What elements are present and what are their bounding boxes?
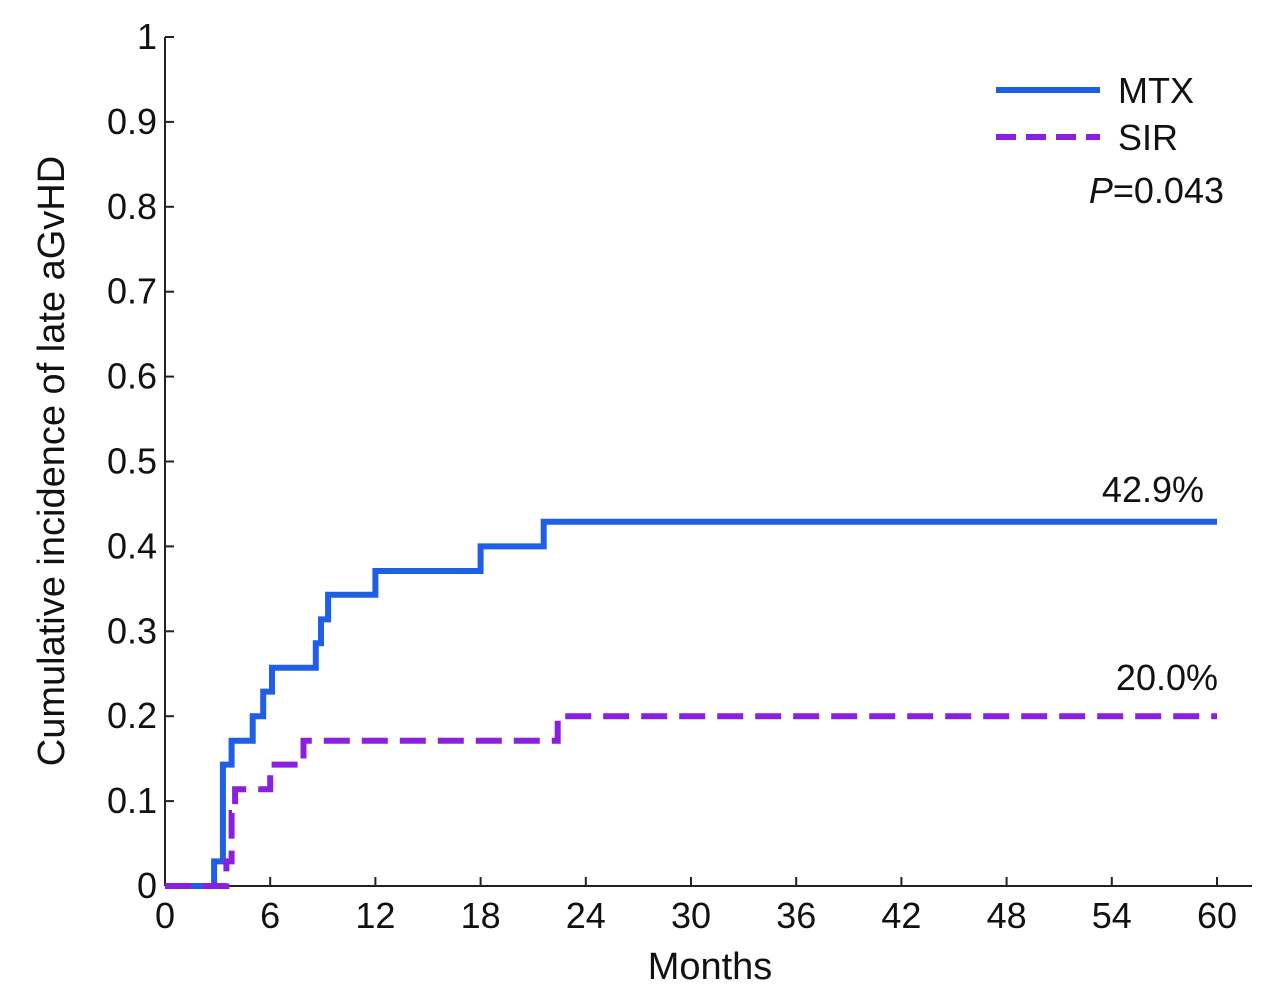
x-tick-label: 30 [671, 895, 711, 936]
x-tick-label: 60 [1197, 895, 1237, 936]
y-tick-label: 0.9 [107, 101, 157, 142]
sir-end-label: 20.0% [1116, 657, 1218, 698]
x-tick-label: 0 [155, 895, 175, 936]
y-tick-label: 0.5 [107, 441, 157, 482]
series-layer [165, 518, 1217, 889]
y-tick-label: 0.4 [107, 525, 157, 566]
series-line-sir [165, 713, 1217, 889]
plot-area: 0 6 12 18 24 30 36 42 48 54 60 0 0.1 0.2 0.3 0.4 0.5 0.6… [107, 16, 1252, 936]
x-tick-label: 36 [776, 895, 816, 936]
y-tick-label: 0.2 [107, 695, 157, 736]
legend-label-mtx: MTX [1118, 70, 1194, 111]
y-tick-label: 0.1 [107, 780, 157, 821]
legend-label-sir: SIR [1118, 117, 1178, 158]
y-axis-title: Cumulative incidence of late aGvHD [31, 156, 73, 766]
y-tick-label: 1 [137, 16, 157, 57]
legend: MTX SIR P=0.043 [996, 70, 1224, 211]
p-value-text: P=0.043 [1089, 170, 1224, 211]
series-line-mtx [165, 518, 1217, 889]
x-tick-label: 18 [461, 895, 501, 936]
y-tick-label: 0.7 [107, 271, 157, 312]
x-ticks: 0 6 12 18 24 30 36 42 48 54 60 [155, 877, 1237, 936]
y-tick-label: 0.8 [107, 186, 157, 227]
mtx-end-label: 42.9% [1102, 469, 1204, 510]
x-tick-label: 12 [355, 895, 395, 936]
x-axis-title: Months [648, 946, 773, 988]
x-tick-label: 24 [566, 895, 606, 936]
y-ticks: 0 0.1 0.2 0.3 0.4 0.5 0.6 0.7 0.8 0.9 1 [107, 16, 174, 906]
y-tick-label: 0.6 [107, 356, 157, 397]
y-tick-label: 0.3 [107, 610, 157, 651]
x-tick-label: 6 [260, 895, 280, 936]
x-tick-label: 54 [1092, 895, 1132, 936]
p-value: =0.043 [1113, 170, 1224, 211]
x-tick-label: 42 [881, 895, 921, 936]
p-label: P [1089, 170, 1113, 211]
x-tick-label: 48 [987, 895, 1027, 936]
y-tick-label: 0 [137, 865, 157, 906]
